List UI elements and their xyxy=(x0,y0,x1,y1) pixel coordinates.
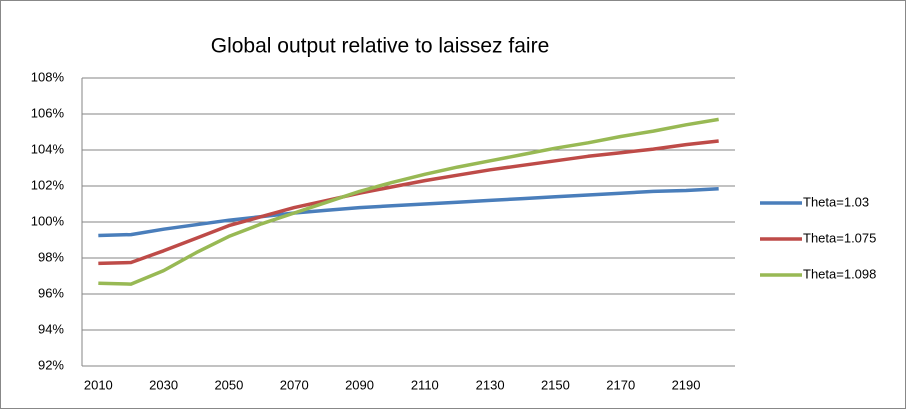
y-tick-label: 108% xyxy=(31,69,65,84)
x-tick-label: 2010 xyxy=(84,377,113,392)
legend-label: Theta=1.03 xyxy=(803,194,869,209)
y-tick-label: 104% xyxy=(31,141,65,156)
y-tick-label: 94% xyxy=(38,321,64,336)
y-tick-label: 100% xyxy=(31,213,65,228)
x-tick-label: 2070 xyxy=(280,377,309,392)
x-tick-label: 2130 xyxy=(476,377,505,392)
y-tick-label: 96% xyxy=(38,285,64,300)
x-tick-label: 2090 xyxy=(345,377,374,392)
y-tick-label: 92% xyxy=(38,357,64,372)
x-tick-label: 2170 xyxy=(606,377,635,392)
x-tick-label: 2190 xyxy=(672,377,701,392)
legend-label: Theta=1.098 xyxy=(803,266,876,281)
legend-label: Theta=1.075 xyxy=(803,230,876,245)
x-tick-label: 2030 xyxy=(149,377,178,392)
series-line xyxy=(98,139,719,266)
x-tick-label: 2050 xyxy=(214,377,243,392)
y-tick-label: 106% xyxy=(31,105,65,120)
chart-title: Global output relative to laissez faire xyxy=(211,35,550,58)
x-tick-label: 2150 xyxy=(541,377,570,392)
y-tick-label: 98% xyxy=(38,249,64,264)
series-line xyxy=(98,117,719,286)
x-tick-label: 2110 xyxy=(411,377,439,392)
y-tick-label: 102% xyxy=(31,177,65,192)
series-line xyxy=(98,186,719,238)
